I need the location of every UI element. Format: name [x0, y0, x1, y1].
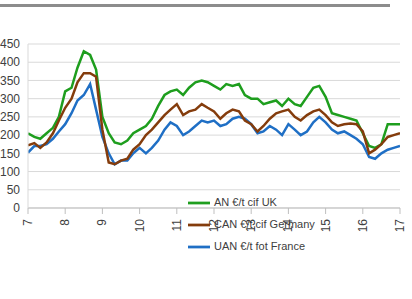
- svg-text:450: 450: [8, 37, 20, 51]
- svg-text:300: 300: [8, 92, 20, 106]
- svg-text:100: 100: [8, 165, 20, 179]
- svg-text:150: 150: [8, 147, 20, 161]
- svg-text:12: 12: [207, 219, 221, 233]
- svg-text:14: 14: [281, 219, 295, 233]
- svg-text:16: 16: [356, 219, 370, 233]
- svg-text:250: 250: [8, 110, 20, 124]
- svg-text:15: 15: [319, 219, 333, 233]
- svg-text:8: 8: [58, 219, 72, 226]
- svg-text:200: 200: [8, 128, 20, 142]
- svg-text:0: 0: [13, 201, 20, 215]
- svg-text:11: 11: [170, 219, 184, 232]
- svg-text:9: 9: [95, 219, 109, 226]
- svg-text:7: 7: [21, 219, 35, 226]
- svg-text:400: 400: [8, 55, 20, 69]
- svg-text:13: 13: [244, 219, 258, 233]
- svg-text:50: 50: [8, 183, 20, 197]
- svg-text:17: 17: [393, 219, 404, 233]
- svg-text:10: 10: [133, 219, 147, 233]
- svg-text:350: 350: [8, 74, 20, 88]
